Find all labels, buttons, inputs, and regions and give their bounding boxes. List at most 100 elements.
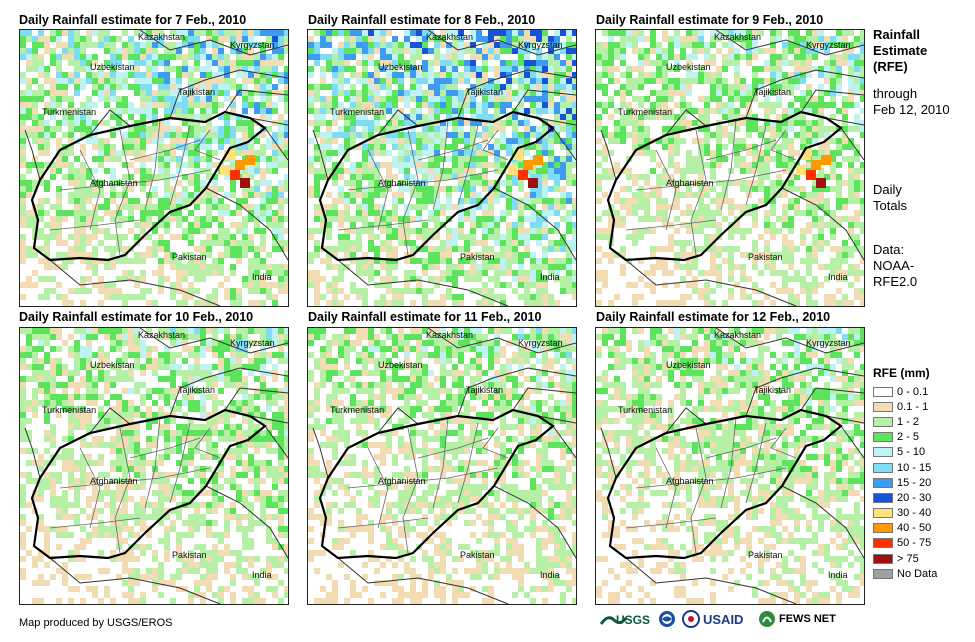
rainfall-cell	[518, 42, 524, 48]
rainfall-cell	[416, 186, 422, 192]
rainfall-cell	[758, 270, 764, 276]
rainfall-cell	[326, 252, 332, 258]
rainfall-cell	[206, 376, 212, 382]
rainfall-cell	[494, 150, 500, 156]
rainfall-cell	[44, 138, 50, 144]
rainfall-cell	[470, 168, 476, 174]
rainfall-cell	[746, 126, 752, 132]
rainfall-cell	[332, 180, 338, 186]
rainfall-cell	[116, 150, 122, 156]
rainfall-cell	[20, 144, 26, 150]
rainfall-cell	[248, 328, 254, 334]
rainfall-cell	[344, 90, 350, 96]
rainfall-cell	[50, 126, 56, 132]
rainfall-cell	[806, 36, 812, 42]
rainfall-cell	[692, 210, 698, 216]
place-label-afghanistan: Afghanistan	[666, 178, 714, 188]
rainfall-cell	[248, 54, 254, 60]
rainfall-cell	[386, 96, 392, 102]
rainfall-cell	[158, 132, 164, 138]
rainfall-cell	[548, 48, 554, 54]
rainfall-cell	[146, 90, 152, 96]
rainfall-cell	[536, 270, 542, 276]
rainfall-cell	[788, 126, 794, 132]
rainfall-cell	[800, 282, 806, 288]
rainfall-cell	[248, 48, 254, 54]
rainfall-cell	[356, 108, 362, 114]
rainfall-cell	[830, 264, 836, 270]
rainfall-cell	[800, 288, 806, 294]
rainfall-cell	[782, 84, 788, 90]
rainfall-cell	[572, 222, 576, 228]
rainfall-cell	[524, 114, 530, 120]
rainfall-cell	[470, 102, 476, 108]
rainfall-cell	[398, 162, 404, 168]
rainfall-cell	[212, 258, 218, 264]
rainfall-cell	[728, 36, 734, 42]
rainfall-cell	[596, 270, 602, 276]
rainfall-cell	[818, 102, 824, 108]
rainfall-cell	[410, 120, 416, 126]
rainfall-cell	[212, 394, 218, 400]
rainfall-cell	[338, 246, 344, 252]
rainfall-cell	[32, 78, 38, 84]
rainfall-cell	[140, 412, 146, 418]
rainfall-cell	[794, 150, 800, 156]
rainfall-cell	[158, 96, 164, 102]
rainfall-cell	[548, 42, 554, 48]
rainfall-cell	[350, 120, 356, 126]
rainfall-cell	[482, 42, 488, 48]
rainfall-cell	[110, 394, 116, 400]
rainfall-cell	[464, 132, 470, 138]
rainfall-cell	[434, 210, 440, 216]
rainfall-cell	[638, 132, 644, 138]
rainfall-cell	[554, 174, 560, 180]
rainfall-cell	[50, 370, 56, 376]
rainfall-cell	[770, 60, 776, 66]
rainfall-cell	[368, 54, 374, 60]
rainfall-cell	[800, 138, 806, 144]
rainfall-cell	[638, 186, 644, 192]
rainfall-cell	[674, 42, 680, 48]
rainfall-cell	[248, 168, 254, 174]
rainfall-cell	[476, 150, 482, 156]
rainfall-cell	[146, 288, 152, 294]
rainfall-cell	[242, 108, 248, 114]
rainfall-peak-cell	[513, 150, 523, 160]
rainfall-cell	[92, 60, 98, 66]
rainfall-cell	[230, 246, 236, 252]
rainfall-cell	[488, 96, 494, 102]
rainfall-cell	[476, 252, 482, 258]
rainfall-cell	[524, 198, 530, 204]
rainfall-cell	[104, 382, 110, 388]
rainfall-cell	[320, 114, 326, 120]
rainfall-cell	[350, 114, 356, 120]
rainfall-cell	[434, 126, 440, 132]
rainfall-cell	[134, 204, 140, 210]
rainfall-cell	[134, 60, 140, 66]
rainfall-cell	[704, 294, 710, 300]
rainfall-cell	[572, 276, 576, 282]
rainfall-cell	[452, 96, 458, 102]
rainfall-cell	[404, 42, 410, 48]
rainfall-cell	[374, 114, 380, 120]
rainfall-cell	[626, 114, 632, 120]
rainfall-cell	[158, 150, 164, 156]
rainfall-cell	[254, 258, 260, 264]
rainfall-cell	[458, 162, 464, 168]
rainfall-cell	[56, 192, 62, 198]
rainfall-cell	[86, 276, 92, 282]
rainfall-cell	[770, 48, 776, 54]
rainfall-cell	[728, 48, 734, 54]
rainfall-cell	[266, 288, 272, 294]
rainfall-cell	[56, 294, 62, 300]
rainfall-cell	[200, 346, 206, 352]
rainfall-cell	[728, 264, 734, 270]
rainfall-cell	[488, 126, 494, 132]
rainfall-cell	[530, 174, 536, 180]
rainfall-cell	[98, 328, 104, 334]
rainfall-cell	[152, 246, 158, 252]
rainfall-cell	[824, 102, 830, 108]
rainfall-cell	[398, 84, 404, 90]
rainfall-cell	[752, 222, 758, 228]
